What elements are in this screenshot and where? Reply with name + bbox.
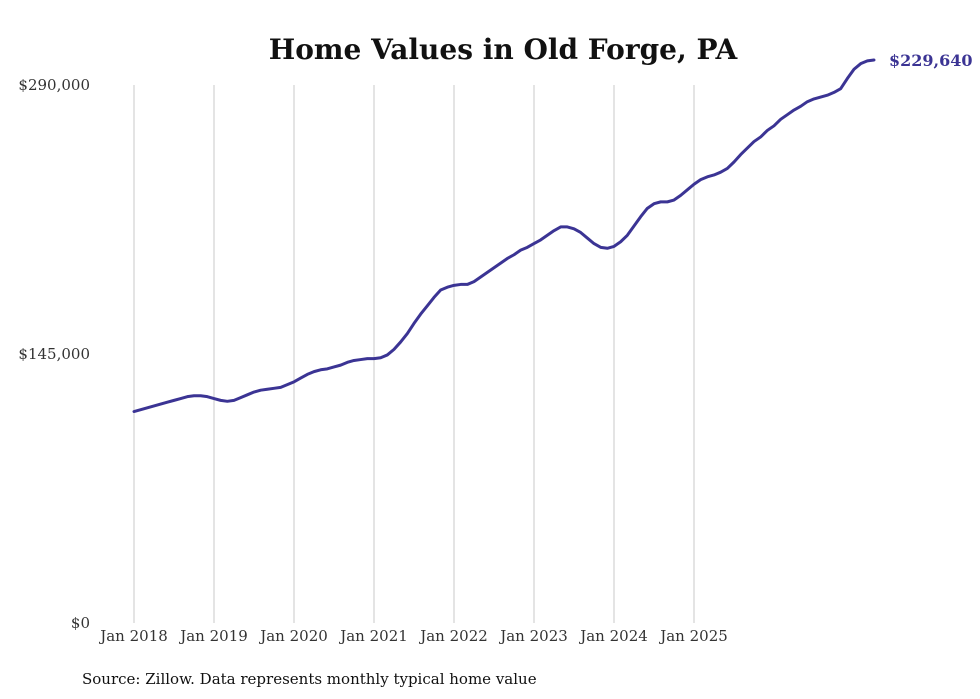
y-tick-label: $0 xyxy=(71,614,90,632)
x-tick-label: Jan 2020 xyxy=(258,627,328,645)
chart-title: Home Values in Old Forge, PA xyxy=(269,33,739,66)
source-note: Source: Zillow. Data represents monthly … xyxy=(82,670,537,688)
x-tick-label: Jan 2024 xyxy=(578,627,648,645)
y-tick-label: $290,000 xyxy=(18,76,90,94)
x-tick-label: Jan 2019 xyxy=(178,627,248,645)
x-axis-ticks: Jan 2018 Jan 2019 Jan 2020 Jan 2021 Jan 2022… xyxy=(98,627,728,645)
x-tick-label: Jan 2018 xyxy=(98,627,168,645)
x-tick-label: Jan 2025 xyxy=(658,627,728,645)
series-line-home-value xyxy=(132,58,876,414)
end-value-label: $229,640 xyxy=(889,51,973,70)
y-axis-ticks: $0 $145,000 $290,000 xyxy=(18,76,90,632)
x-tick-label: Jan 2022 xyxy=(418,627,488,645)
gridlines xyxy=(133,85,695,623)
x-tick-label: Jan 2021 xyxy=(338,627,408,645)
y-tick-label: $145,000 xyxy=(18,345,90,363)
x-tick-label: Jan 2023 xyxy=(498,627,568,645)
